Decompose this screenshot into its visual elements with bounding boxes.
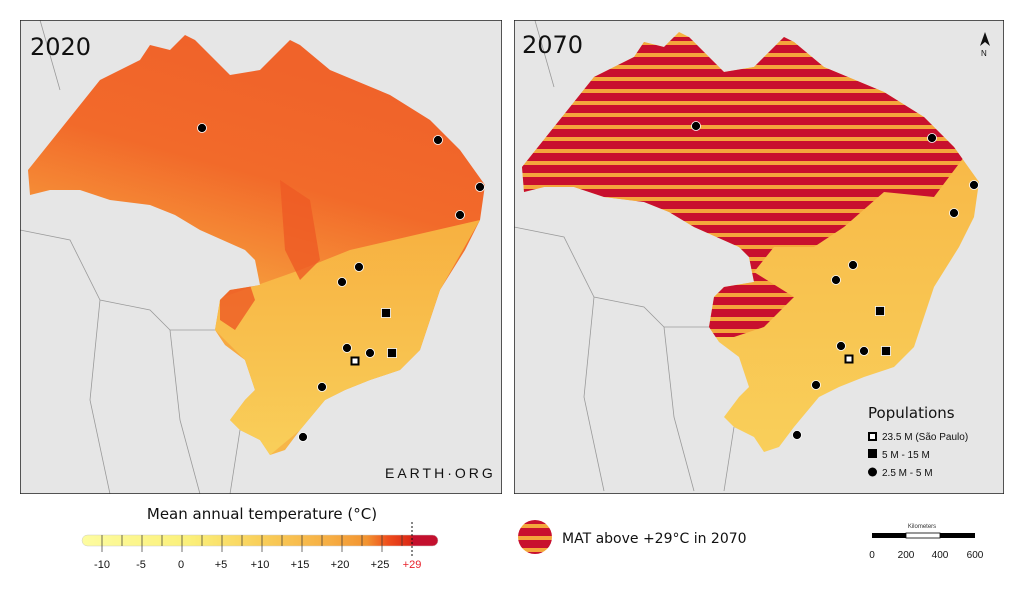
map-panel-2020: 2020 EARTH·ORG [20,20,502,494]
scale-tick-0: 0 [869,550,875,561]
city-markers-2020 [197,123,485,442]
city-marker-circle [859,346,869,356]
legend-tick-label: -5 [136,559,146,571]
panel-year-label: 2020 [30,33,91,61]
hatch-legend-swatch [518,520,552,554]
city-marker-circle [365,348,375,358]
panel-year-label: 2070 [522,31,583,59]
city-marker-square [381,308,391,318]
country-borders [514,20,735,492]
legend-tick-label: +20 [331,559,350,571]
legend-tick-label: +15 [291,559,310,571]
earth-org-watermark: EARTH·ORG [385,465,496,481]
country-borders [20,20,241,494]
city-marker-circle [342,343,352,353]
city-marker-circle [317,382,327,392]
city-marker-circle [455,210,465,220]
legend-tick-label: 0 [178,559,184,571]
city-marker-circle [949,208,959,218]
cooler-southeast-region [215,220,480,455]
scale-bar-title: Kilometers [908,524,936,530]
city-marker-circle [433,135,443,145]
scale-tick-200: 200 [898,550,915,561]
legend-tick-label: +5 [215,559,228,571]
hatched-mat-above-29-region [522,37,974,337]
city-marker-circle [811,380,821,390]
city-marker-square [881,346,891,356]
city-marker-circle [691,121,701,131]
city-marker-circle [475,182,485,192]
city-marker-sao-paulo [844,354,854,364]
scale-tick-400: 400 [932,550,949,561]
city-marker-circle [298,432,308,442]
city-marker-circle [927,133,937,143]
legend-item-5-15m: 5 M - 15 M [882,450,930,461]
legend-tick-label: +10 [251,559,270,571]
populations-legend-title: Populations [868,404,955,422]
scale-tick-600: 600 [967,550,984,561]
city-marker-square [875,306,885,316]
circle-symbol [868,467,877,477]
city-marker-circle [197,123,207,133]
hatch-legend: MAT above +29°C in 2070 [518,520,747,554]
svg-text:N: N [981,49,987,58]
north-arrow-icon: N [980,32,990,58]
map-panel-2070: 2070 N Populations 23.5 M (São Paulo) 5 … [514,20,1004,494]
city-marker-circle [836,341,846,351]
city-marker-circle [969,180,979,190]
legend-item-sao-paulo: 23.5 M (São Paulo) [882,432,968,443]
legend-tick-label: +29 [403,559,422,571]
city-marker-sao-paulo [350,356,360,366]
square-symbol [868,449,877,458]
scale-bar: Kilometers 0 200 400 600 [869,524,984,561]
temperature-legend-title: Mean annual temperature (°C) [147,505,377,523]
temperature-legend: Mean annual temperature (°C) -10 -5 0 +5 +10… [81,505,439,571]
city-marker-square [387,348,397,358]
city-markers-2070 [691,121,979,440]
temperature-color-ramp [81,534,439,547]
sao-paulo-symbol [868,432,877,441]
populations-legend: Populations 23.5 M (São Paulo) 5 M - 15 … [868,404,968,479]
city-marker-circle [792,430,802,440]
legend-tick-label: -10 [94,559,110,571]
city-marker-circle [831,275,841,285]
city-marker-circle [848,260,858,270]
city-marker-circle [337,277,347,287]
city-marker-circle [354,262,364,272]
hatch-legend-label: MAT above +29°C in 2070 [562,531,747,547]
legend-item-2-5-5m: 2.5 M - 5 M [882,468,933,479]
legend-tick-label: +25 [371,559,390,571]
